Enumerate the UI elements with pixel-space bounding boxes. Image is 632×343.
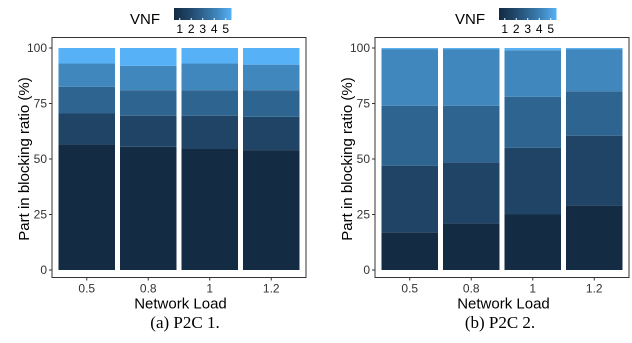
bar-segment-vnf1-0.8 — [443, 223, 500, 270]
bar-segment-vnf4-0.8 — [443, 49, 500, 106]
bar-segment-vnf4-0.8 — [120, 65, 177, 91]
bar-segment-vnf4-1 — [181, 63, 238, 91]
bar-segment-vnf5-1.2 — [566, 48, 623, 50]
x-tick-label: 0.5 — [78, 282, 95, 296]
y-tick-label: 50 — [357, 152, 371, 166]
x-tick-label: 1.2 — [586, 282, 603, 296]
y-tick-label: 0 — [40, 263, 47, 277]
bar-segment-vnf5-1.2 — [243, 48, 300, 65]
y-tick-label: 25 — [34, 208, 48, 222]
legend-label: 3 — [199, 22, 206, 36]
bar-segment-vnf3-0.5 — [58, 86, 115, 114]
bar-segment-vnf5-0.8 — [120, 48, 177, 66]
legend-label: 1 — [176, 22, 183, 36]
x-tick-label: 1 — [529, 282, 536, 296]
y-tick-label: 25 — [357, 208, 371, 222]
y-tick-label: 75 — [357, 97, 371, 111]
bar-segment-vnf5-1 — [504, 48, 561, 51]
bar-segment-vnf1-1 — [504, 214, 561, 270]
legend: VNF 1 2 3 4 5 — [455, 8, 557, 36]
figure-caption: (a) P2C 1. — [150, 313, 219, 332]
bar-segment-vnf3-0.8 — [443, 105, 500, 163]
bar-segment-vnf5-0.5 — [58, 48, 115, 64]
x-tick-label: 0.8 — [140, 282, 157, 296]
bar-segment-vnf2-0.8 — [443, 162, 500, 224]
x-tick-label: 0.5 — [401, 282, 418, 296]
legend-label: 3 — [524, 22, 531, 36]
bar-segment-vnf1-0.8 — [120, 146, 177, 270]
bar-segment-vnf2-1 — [504, 147, 561, 215]
panel-border — [51, 37, 307, 278]
legend-colorbar — [174, 8, 232, 20]
y-axis-title: Part in blocking ratio (%) — [339, 77, 356, 240]
bar-segment-vnf4-0.5 — [58, 63, 115, 87]
bar-segment-vnf4-1 — [504, 50, 561, 97]
bar-segment-vnf4-0.5 — [381, 49, 438, 106]
bar-segment-vnf3-0.8 — [120, 90, 177, 116]
legend-label: 2 — [188, 22, 195, 36]
legend-title: VNF — [130, 11, 160, 28]
legend-label: 5 — [222, 22, 229, 36]
bar-segment-vnf3-1 — [504, 96, 561, 148]
x-axis-title: Network Load — [134, 296, 227, 313]
panel-border — [374, 37, 630, 278]
legend-label: 1 — [501, 22, 508, 36]
bar-segment-vnf1-0.5 — [58, 144, 115, 270]
bar-segment-vnf2-1.2 — [566, 135, 623, 206]
bar-segment-vnf4-1.2 — [243, 64, 300, 91]
bar-segment-vnf1-0.5 — [381, 232, 438, 270]
y-tick-label: 100 — [350, 41, 370, 55]
y-tick-label: 75 — [34, 97, 48, 111]
x-tick-label: 0.8 — [463, 282, 480, 296]
bar-segment-vnf5-0.8 — [443, 48, 500, 50]
x-axis-title: Network Load — [457, 296, 550, 313]
x-tick-label: 1 — [206, 282, 213, 296]
legend-label: 4 — [536, 22, 543, 36]
bar-segment-vnf5-0.5 — [381, 48, 438, 50]
bar-segment-vnf2-0.5 — [381, 165, 438, 233]
y-axis-title: Part in blocking ratio (%) — [16, 77, 33, 240]
bar-segment-vnf1-1 — [181, 149, 238, 270]
bar-segment-vnf2-1.2 — [243, 116, 300, 151]
legend-label: 4 — [211, 22, 218, 36]
bar-segment-vnf2-0.8 — [120, 115, 177, 147]
y-tick-label: 50 — [34, 152, 48, 166]
bar-segment-vnf1-1.2 — [566, 205, 623, 270]
x-tick-label: 1.2 — [263, 282, 280, 296]
bar-segment-vnf3-1 — [181, 90, 238, 116]
legend-label: 5 — [547, 22, 554, 36]
bar-segment-vnf3-1.2 — [566, 91, 623, 136]
legend-title: VNF — [455, 11, 485, 28]
legend-colorbar — [499, 8, 557, 20]
bar-segment-vnf3-0.5 — [381, 105, 438, 166]
bar-segment-vnf2-1 — [181, 115, 238, 150]
bar-segment-vnf1-1.2 — [243, 150, 300, 270]
bar-segment-vnf2-0.5 — [58, 113, 115, 145]
bar-segment-vnf5-1 — [181, 48, 238, 64]
legend: VNF 1 2 3 4 5 — [130, 8, 232, 36]
y-tick-label: 0 — [363, 263, 370, 277]
y-tick-label: 100 — [27, 41, 47, 55]
figure-caption: (b) P2C 2. — [465, 313, 535, 332]
legend-label: 2 — [513, 22, 520, 36]
bar-segment-vnf4-1.2 — [566, 49, 623, 92]
bar-segment-vnf3-1.2 — [243, 90, 300, 117]
